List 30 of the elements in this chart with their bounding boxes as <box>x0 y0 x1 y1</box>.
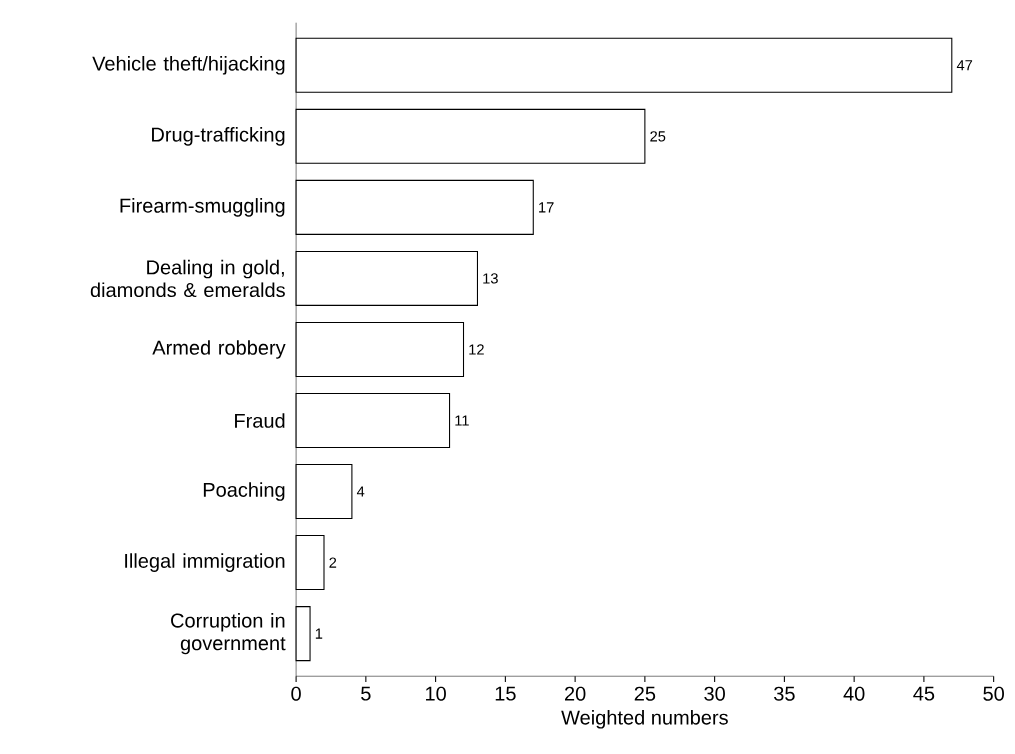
x-tick-label: 40 <box>843 686 865 701</box>
x-tick-label: 45 <box>913 686 935 701</box>
x-tick-label: 0 <box>291 686 301 701</box>
data-label: 4 <box>356 486 365 497</box>
y-tick-label: Drug-trafficking <box>152 127 285 146</box>
x-tick-label: 30 <box>704 686 725 701</box>
data-label: 1 <box>315 628 323 639</box>
x-tick-label: 10 <box>426 686 446 701</box>
data-label: 11 <box>455 415 469 426</box>
y-tick-label: Firearm-smuggling <box>120 198 285 217</box>
x-tick-label: 5 <box>361 686 371 701</box>
y-tick-label: Dealing in gold, diamonds & emeralds <box>90 259 285 298</box>
data-label: 2 <box>329 557 337 568</box>
x-tick-label: 15 <box>495 686 516 701</box>
x-tick-label: 20 <box>565 686 586 701</box>
y-tick-label: Corruption in government <box>171 613 286 655</box>
y-tick-label: Fraud <box>235 413 285 429</box>
data-label: 25 <box>650 131 666 142</box>
data-label: 17 <box>539 202 554 213</box>
x-tick-label: 50 <box>983 686 1004 701</box>
y-tick-label: Poaching <box>203 482 285 502</box>
x-axis-title: Weighted numbers <box>561 710 728 729</box>
y-tick-label: Armed robbery <box>152 340 286 359</box>
y-tick-label: Illegal immigration <box>125 553 285 573</box>
data-label: 13 <box>483 273 498 284</box>
x-tick-label: 35 <box>774 686 795 701</box>
x-tick-label: 25 <box>634 686 656 701</box>
data-label: 12 <box>469 344 484 355</box>
y-tick-label: Vehicle theft/hijacking <box>92 56 285 75</box>
data-label: 47 <box>956 60 973 71</box>
